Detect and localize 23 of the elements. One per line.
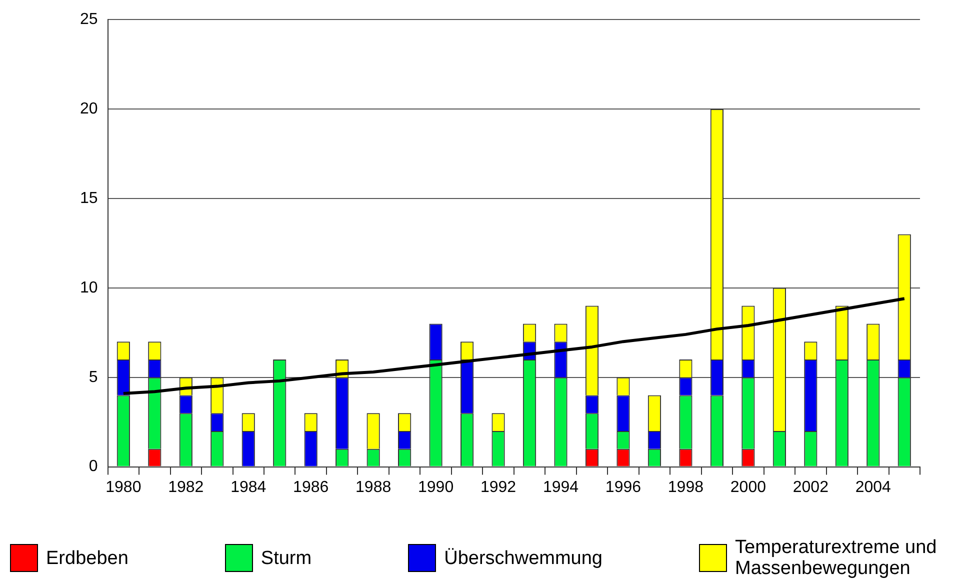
legend-label: Temperaturextreme und Massenbewegungen — [735, 537, 938, 579]
y-tick-label: 25 — [80, 11, 98, 28]
legend-label: Sturm — [260, 548, 312, 568]
y-tick-label: 10 — [80, 279, 98, 296]
x-tick-label: 1992 — [480, 478, 516, 496]
y-tick-label: 20 — [80, 100, 98, 118]
x-tick-label: 1996 — [605, 478, 642, 496]
legend-label: Überschwemmung — [444, 548, 602, 568]
x-tick-label: 1990 — [418, 478, 454, 496]
y-tick-label: 5 — [88, 368, 98, 386]
y-tick-label: 0 — [88, 458, 98, 476]
x-tick-label: 2000 — [730, 478, 766, 496]
x-tick-label: 2004 — [855, 478, 892, 496]
x-tick-label: 1988 — [356, 478, 392, 496]
y-tick-label: 15 — [80, 190, 98, 207]
x-tick-label: 2002 — [792, 478, 829, 496]
x-tick-label: 1998 — [668, 478, 704, 496]
x-tick-label: 1982 — [168, 478, 204, 496]
x-tick-label: 1986 — [293, 478, 329, 496]
x-tick-label: 1980 — [106, 478, 142, 496]
legend-label: Erdbeben — [46, 548, 128, 568]
x-tick-label: 1984 — [230, 478, 266, 496]
x-tick-label: 1994 — [542, 478, 579, 496]
